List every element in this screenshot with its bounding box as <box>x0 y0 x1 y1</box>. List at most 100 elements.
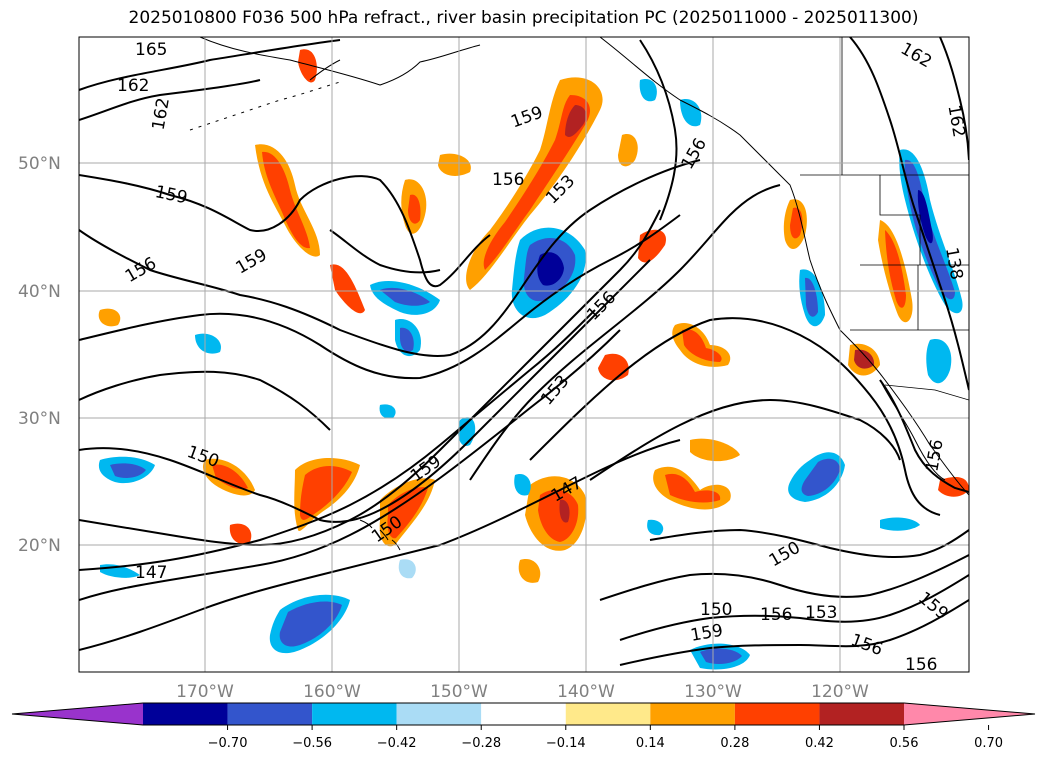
colorbar-cell <box>396 703 482 725</box>
positive-anomaly-region <box>538 489 579 542</box>
contour-line <box>79 259 651 523</box>
positive-anomaly-region <box>690 438 740 462</box>
contour-line <box>79 370 331 431</box>
negative-anomaly-region <box>279 601 342 647</box>
contour-line <box>849 37 969 391</box>
negative-anomaly-region <box>805 277 818 317</box>
contour-label: 162 <box>117 76 149 96</box>
contour-line <box>79 159 701 357</box>
longitude-labels: 170°W 160°W 150°W 140°W 130°W 120°W <box>176 682 869 702</box>
colorbar-tick-label: −0.56 <box>292 736 332 751</box>
lon-label: 140°W <box>557 682 615 702</box>
colorbar-tick-label: 0.56 <box>890 736 919 751</box>
colorbar-extend-low <box>12 703 143 725</box>
colorbar-tick-label: −0.42 <box>377 736 417 751</box>
lat-label: 50°N <box>18 154 61 174</box>
contour-line <box>79 329 621 601</box>
positive-anomaly-region <box>300 466 352 520</box>
map-frame <box>78 36 970 673</box>
positive-anomaly-region <box>854 349 875 369</box>
negative-anomaly-region <box>639 79 657 102</box>
contour-line <box>619 574 969 641</box>
colorbar-cell <box>312 703 397 725</box>
contour-line <box>79 309 596 571</box>
political-borders <box>800 37 969 401</box>
precip-shading <box>98 49 969 670</box>
contour-line <box>79 174 491 288</box>
colorbar-tick-label: −0.14 <box>546 736 586 751</box>
colorbar-cell <box>650 703 735 725</box>
alaska-coast <box>199 37 481 86</box>
contour-line <box>599 554 969 601</box>
graticule <box>79 37 969 672</box>
positive-anomaly-region <box>438 153 471 176</box>
colorbar-cell <box>143 703 228 725</box>
contour-label: 156 <box>760 605 792 625</box>
positive-anomaly-region <box>665 473 721 503</box>
contour-label: 156 <box>492 170 524 190</box>
map-panel[interactable]: 165 162 162 162 162 159 159 159 159 159 … <box>78 36 970 675</box>
positive-anomaly-region <box>408 194 421 224</box>
positive-anomaly-region <box>298 49 317 83</box>
negative-anomaly-region <box>400 327 414 352</box>
baja-coast <box>879 379 946 481</box>
negative-anomaly-region <box>537 252 564 286</box>
height-contours <box>79 37 969 666</box>
contour-line <box>879 379 969 493</box>
contour-line <box>589 398 901 481</box>
lat-label: 40°N <box>18 282 61 302</box>
negative-anomaly-region <box>110 463 146 478</box>
negative-anomaly-region <box>926 339 952 384</box>
contour-line <box>79 439 681 651</box>
lon-label: 150°W <box>430 682 488 702</box>
negative-anomaly-region <box>514 474 531 496</box>
contour-label: 153 <box>805 603 837 623</box>
positive-anomaly-region <box>262 151 310 249</box>
negative-anomaly-region <box>917 190 933 244</box>
positive-anomaly-region <box>682 329 722 362</box>
positive-anomaly-region <box>229 523 252 545</box>
lon-label: 160°W <box>303 682 361 702</box>
map-title: 2025010800 F036 500 hPa refract., river … <box>128 8 919 28</box>
colorbar-extend-high <box>904 703 1035 725</box>
colorbar-cells <box>11 702 1036 726</box>
contour-line <box>79 79 261 121</box>
contour-label: 156 <box>905 655 937 675</box>
colorbar-tick-label: 0.14 <box>636 736 665 751</box>
colorbar-tick-label: −0.70 <box>208 736 248 751</box>
negative-anomaly-region <box>398 559 416 579</box>
colorbar: −0.70 −0.56 −0.42 −0.28 −0.14 0.14 0.28 0.42 0.5… <box>11 702 1036 751</box>
positive-anomaly-region <box>483 95 590 270</box>
colorbar-ticks: −0.70 −0.56 −0.42 −0.28 −0.14 0.14 0.28 0.42 0.5… <box>208 725 1003 751</box>
contour-line <box>469 184 781 481</box>
latitude-labels: 50°N 40°N 30°N 20°N <box>18 154 61 556</box>
contour-line <box>649 528 969 559</box>
positive-anomaly-region <box>559 499 570 523</box>
colorbar-cell <box>227 703 313 725</box>
negative-anomaly-region <box>380 287 430 306</box>
coastlines <box>189 37 969 551</box>
colorbar-outline <box>11 702 1036 726</box>
border-us-states <box>850 175 969 331</box>
negative-anomaly-region <box>195 333 221 354</box>
colorbar-tick-label: −0.28 <box>461 736 501 751</box>
lon-label: 170°W <box>176 682 234 702</box>
contour-label: 147 <box>135 563 167 583</box>
aleutian-islands <box>189 81 341 131</box>
negative-anomaly-region <box>647 519 664 536</box>
lon-label: 120°W <box>811 682 869 702</box>
negative-anomaly-region <box>700 648 742 664</box>
lat-label: 30°N <box>18 409 61 429</box>
contour-line <box>79 39 341 91</box>
positive-anomaly-region <box>330 264 365 314</box>
colorbar-cell <box>565 703 651 725</box>
contour-line <box>79 214 681 380</box>
contour-line <box>619 599 969 666</box>
north-america-coast <box>599 37 969 496</box>
positive-anomaly-region <box>212 464 248 490</box>
positive-anomaly-region <box>885 230 906 308</box>
negative-anomaly-region <box>379 404 396 419</box>
contour-label: 165 <box>135 40 167 60</box>
contour-line <box>939 37 969 161</box>
